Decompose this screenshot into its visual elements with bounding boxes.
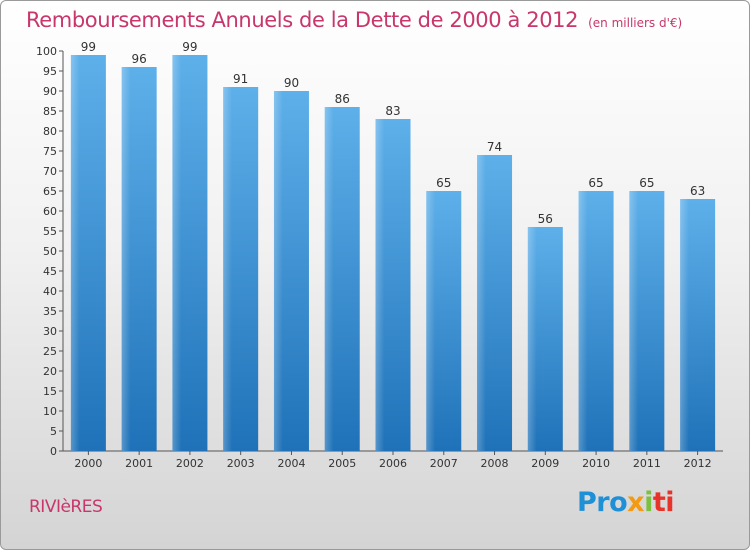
y-tick-label: 45 <box>43 265 57 278</box>
y-tick-label: 60 <box>43 205 57 218</box>
bar-highlight <box>70 55 106 451</box>
y-tick-label: 70 <box>43 165 57 178</box>
data-label: 56 <box>538 212 553 226</box>
axes: 0 5 10 15 20 25 30 35 40 45 50 55 60 65 70 75 80 85 90 95 10… <box>36 45 723 470</box>
bar-highlight <box>223 87 259 451</box>
x-tick-label: 2006 <box>379 457 407 470</box>
bar-highlight <box>273 91 309 451</box>
bar-highlight <box>172 55 208 451</box>
bar-highlight <box>477 155 513 451</box>
x-tick-label: 2012 <box>684 457 712 470</box>
y-tick-label: 65 <box>43 185 57 198</box>
data-label: 74 <box>487 140 502 154</box>
y-tick-label: 55 <box>43 225 57 238</box>
data-label: 83 <box>385 104 400 118</box>
y-tick-label: 75 <box>43 145 57 158</box>
y-tick-label: 35 <box>43 305 57 318</box>
data-label: 91 <box>233 72 248 86</box>
y-tick-label: 5 <box>50 425 57 438</box>
y-tick-label: 90 <box>43 85 57 98</box>
data-label: 99 <box>81 40 96 54</box>
commune-name: RIVIèRES <box>29 497 103 517</box>
x-tick-label: 2009 <box>531 457 559 470</box>
chart-title: Remboursements Annuels de la Dette de 20… <box>26 8 682 32</box>
y-tick-label: 100 <box>36 45 57 58</box>
bar-highlight <box>629 191 665 451</box>
y-tick-label: 0 <box>50 445 57 458</box>
bars <box>70 55 716 451</box>
data-label: 65 <box>588 176 603 190</box>
chart-unit: (en milliers d'€) <box>588 16 683 30</box>
x-tick-label: 2002 <box>176 457 204 470</box>
data-label: 99 <box>182 40 197 54</box>
x-tick-label: 2004 <box>277 457 305 470</box>
y-tick-label: 10 <box>43 405 57 418</box>
data-label: 96 <box>132 52 147 66</box>
logo-part-3: i <box>644 487 653 518</box>
logo-part-4: ti <box>652 487 675 518</box>
y-tick-label: 25 <box>43 345 57 358</box>
bar-highlight <box>324 107 360 451</box>
bar-highlight <box>680 199 716 451</box>
y-tick-label: 95 <box>43 65 57 78</box>
x-tick-label: 2000 <box>74 457 102 470</box>
x-tick-label: 2010 <box>582 457 610 470</box>
data-label: 63 <box>690 184 705 198</box>
data-labels: 99 96 99 91 90 86 83 65 74 56 65 65 63 <box>81 40 706 226</box>
bar-highlight <box>578 191 614 451</box>
y-tick-label: 80 <box>43 125 57 138</box>
data-label: 86 <box>335 92 350 106</box>
x-tick-label: 2003 <box>227 457 255 470</box>
bar-highlight <box>121 67 157 451</box>
y-tick-label: 20 <box>43 365 57 378</box>
proxiti-logo[interactable]: Proxiti <box>577 487 675 518</box>
x-tick-label: 2011 <box>633 457 661 470</box>
bar-highlight <box>527 227 563 451</box>
x-tick-label: 2007 <box>430 457 458 470</box>
y-tick-label: 50 <box>43 245 57 258</box>
x-tick-label: 2008 <box>481 457 509 470</box>
y-tick-label: 85 <box>43 105 57 118</box>
y-tick-label: 30 <box>43 325 57 338</box>
chart-title-text: Remboursements Annuels de la Dette de 20… <box>26 8 579 32</box>
x-tick-label: 2001 <box>125 457 153 470</box>
y-tick-label: 15 <box>43 385 57 398</box>
logo-part-1: Pro <box>577 487 628 518</box>
bar-highlight <box>375 119 411 451</box>
data-label: 65 <box>639 176 654 190</box>
logo-part-2: x <box>627 487 645 518</box>
data-label: 65 <box>436 176 451 190</box>
data-label: 90 <box>284 76 299 90</box>
bar-highlight <box>426 191 462 451</box>
x-tick-label: 2005 <box>328 457 356 470</box>
y-tick-label: 40 <box>43 285 57 298</box>
